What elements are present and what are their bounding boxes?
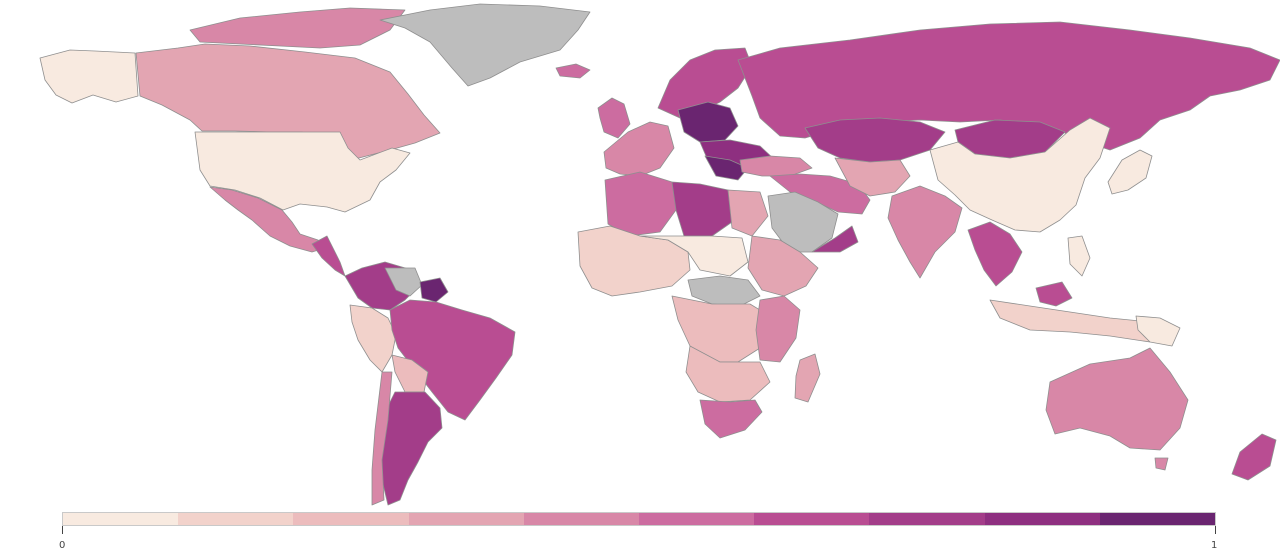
country-madagascar — [794, 353, 821, 403]
country-south-africa — [699, 399, 763, 439]
country-japan — [1107, 149, 1153, 195]
country-ecuador-peru — [349, 304, 397, 373]
country-canada — [135, 43, 441, 160]
legend-bin-4 — [523, 513, 640, 525]
legend-bin-8 — [984, 513, 1100, 525]
country-west-africa — [577, 225, 691, 297]
legend-bin-9 — [1099, 513, 1216, 525]
country-western-europe — [603, 121, 675, 177]
country-alaska — [39, 49, 139, 104]
legend-min-label: 0 — [59, 540, 66, 551]
country-north-africa-west — [604, 171, 677, 237]
country-turkey — [739, 155, 813, 177]
country-tasmania — [1154, 457, 1169, 471]
color-scale-legend — [62, 512, 1216, 526]
country-arabian-peninsula — [767, 191, 839, 253]
country-oman-yemen — [811, 225, 859, 253]
legend-bin-0 — [63, 513, 179, 525]
country-greenland — [379, 3, 591, 87]
country-horn-of-africa — [747, 235, 819, 297]
legend-bin-1 — [178, 513, 294, 525]
country-balkans — [704, 155, 749, 181]
country-uk-ireland — [597, 97, 631, 139]
country-arctic-islands — [189, 7, 406, 49]
country-sahel — [639, 235, 749, 277]
country-east-africa — [755, 295, 801, 363]
legend-bin-5 — [639, 513, 755, 525]
country-central-africa — [671, 295, 771, 363]
country-malaysia — [1035, 281, 1073, 307]
legend-bin-2 — [293, 513, 409, 525]
country-australia — [1045, 347, 1189, 451]
country-southeast-asia — [967, 221, 1023, 287]
country-india — [887, 185, 963, 279]
country-central-america — [311, 235, 346, 277]
legend-bin-3 — [408, 513, 524, 525]
country-french-guiana — [419, 277, 449, 303]
country-usa — [194, 131, 411, 213]
country-papua-new-guinea — [1135, 315, 1181, 347]
legend-max-label: 1 — [1211, 540, 1218, 551]
legend-min-tick — [62, 526, 63, 534]
legend-bin-6 — [754, 513, 870, 525]
country-new-zealand — [1231, 433, 1277, 481]
country-guyana-region — [384, 267, 423, 297]
country-philippines — [1067, 235, 1091, 277]
legend-max-tick — [1215, 526, 1216, 534]
legend-bin-7 — [869, 513, 985, 525]
country-central-europe — [677, 101, 739, 143]
country-egypt — [727, 189, 769, 237]
country-libya — [671, 181, 733, 237]
country-central-africa-gap — [687, 275, 761, 307]
country-iceland — [555, 63, 591, 79]
country-central-asia — [834, 157, 911, 197]
country-china — [929, 117, 1111, 233]
country-kazakhstan — [804, 117, 946, 163]
country-chile — [371, 371, 393, 506]
